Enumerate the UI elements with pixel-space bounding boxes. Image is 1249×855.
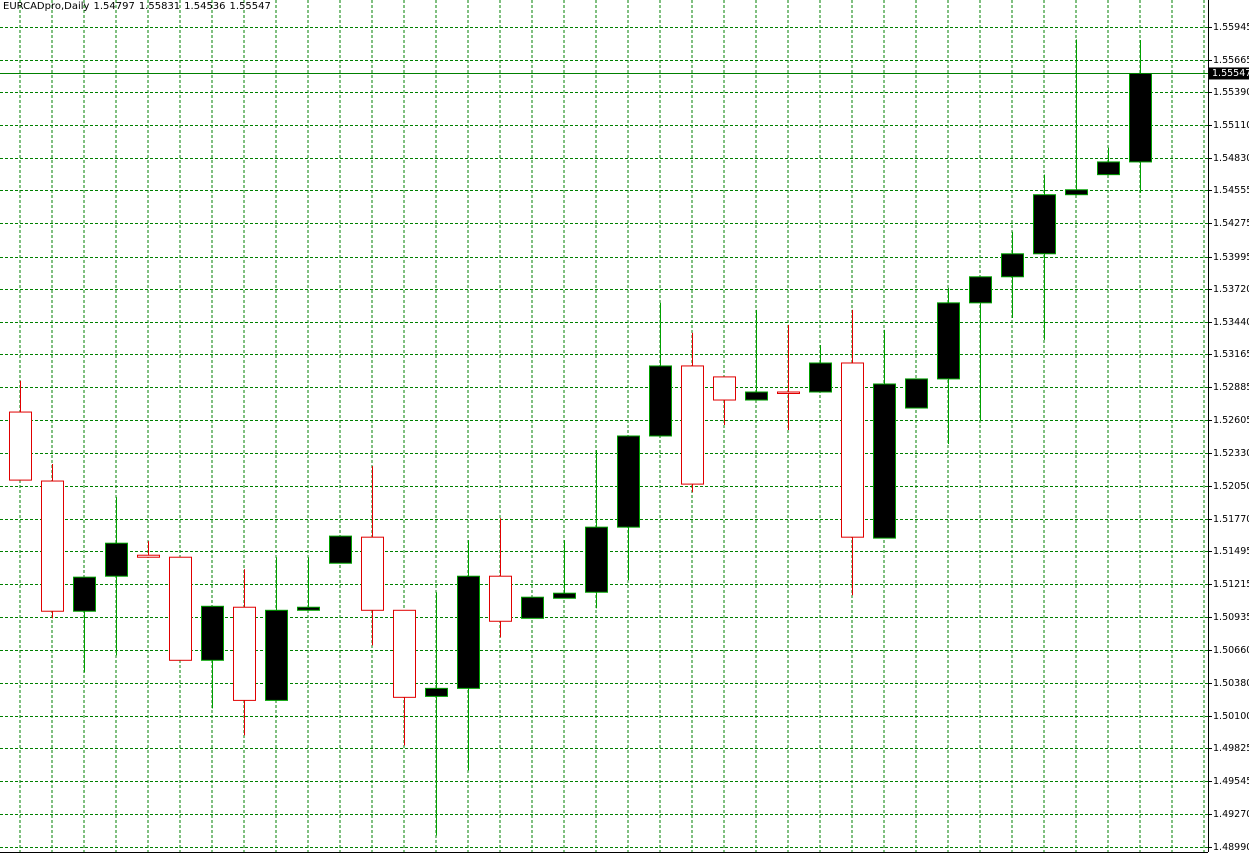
- y-tick-label: 1.50935: [1213, 612, 1249, 623]
- candle-body: [713, 376, 736, 401]
- candle-body: [9, 411, 32, 481]
- candle-body: [1129, 72, 1152, 163]
- y-tick-label: 1.51215: [1213, 579, 1249, 590]
- y-tick-label: 1.55945: [1213, 22, 1249, 33]
- y-tick-label: 1.49270: [1213, 809, 1249, 820]
- candle-body: [361, 536, 384, 611]
- candle-body: [617, 435, 640, 528]
- candle-body: [73, 576, 96, 612]
- candle-body: [649, 365, 672, 437]
- candle-body: [297, 606, 320, 611]
- candle-body: [521, 596, 544, 619]
- candle-body: [969, 276, 992, 304]
- y-tick-label: 1.48990: [1213, 842, 1249, 853]
- y-tick-label: 1.55665: [1213, 55, 1249, 66]
- y-tick-label: 1.54830: [1213, 153, 1249, 164]
- candle-body: [937, 302, 960, 380]
- y-tick-label: 1.52050: [1213, 481, 1249, 492]
- y-tick-label: 1.54555: [1213, 185, 1249, 196]
- candle-body: [489, 575, 512, 622]
- candle-body: [1065, 189, 1088, 196]
- candle-body: [425, 687, 448, 697]
- candle-body: [553, 592, 576, 599]
- last-price-box: [1209, 67, 1249, 80]
- candle-body: [1033, 194, 1056, 255]
- candle-body: [393, 609, 416, 698]
- chart-header: EURCADpro,Daily 1.54797 1.55831 1.54536 1.55…: [3, 1, 275, 12]
- candle-body: [105, 542, 128, 577]
- y-tick-label: 1.55390: [1213, 87, 1249, 98]
- candle-body: [233, 606, 256, 701]
- candle-body: [777, 391, 800, 395]
- ohlc-close: 1.55547: [229, 1, 271, 12]
- candle-body: [1097, 161, 1120, 176]
- last-price-label: 1.55547: [1212, 68, 1249, 79]
- ohlc-high: 1.55831: [138, 1, 181, 12]
- y-tick-label: 1.51770: [1213, 514, 1249, 525]
- candle-body: [745, 391, 768, 401]
- ohlc-open: 1.54797: [93, 1, 135, 12]
- y-tick-label: 1.49825: [1213, 743, 1249, 754]
- y-tick-label: 1.53720: [1213, 284, 1249, 295]
- y-tick-label: 1.53165: [1213, 349, 1249, 360]
- candle-body: [681, 365, 704, 485]
- symbol-title: EURCADpro,Daily: [3, 1, 90, 12]
- candle-body: [841, 362, 864, 538]
- candle-body: [1001, 253, 1024, 278]
- y-tick-label: 1.51495: [1213, 546, 1249, 557]
- candle-body: [137, 554, 160, 558]
- y-tick-label: 1.49545: [1213, 776, 1249, 787]
- candle-body: [905, 378, 928, 409]
- candle-body: [329, 535, 352, 564]
- y-tick-label: 1.54275: [1213, 218, 1249, 229]
- candle-body: [265, 609, 288, 701]
- y-tick-label: 1.52605: [1213, 415, 1249, 426]
- candle-body: [201, 605, 224, 661]
- y-tick-label: 1.53995: [1213, 252, 1249, 263]
- y-tick-label: 1.52330: [1213, 448, 1249, 459]
- y-tick-label: 1.50660: [1213, 645, 1249, 656]
- y-tick-label: 1.52885: [1213, 382, 1249, 393]
- ohlc-low: 1.54536: [184, 1, 226, 12]
- candle-body: [809, 362, 832, 393]
- y-tick-label: 1.55110: [1213, 120, 1249, 131]
- y-tick-label: 1.50380: [1213, 678, 1249, 689]
- candle-body: [873, 383, 896, 539]
- candle-body: [41, 480, 64, 612]
- y-tick-label: 1.53440: [1213, 317, 1249, 328]
- candle-body: [457, 575, 480, 689]
- candle-body: [169, 556, 192, 661]
- y-tick-label: 1.50100: [1213, 711, 1249, 722]
- candle-body: [585, 526, 608, 593]
